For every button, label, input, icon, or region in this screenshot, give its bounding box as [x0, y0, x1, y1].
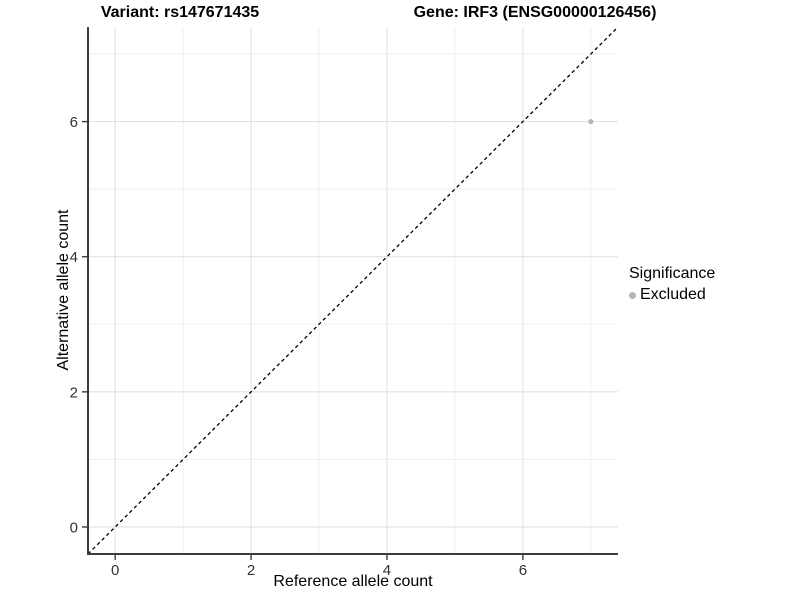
x-tick-label: 0 — [111, 562, 119, 579]
legend-entry-excluded: Excluded — [629, 286, 715, 304]
plot-title-variant: Variant: rs147671435 — [100, 4, 260, 21]
y-tick-label: 2 — [70, 384, 78, 401]
y-tick-label: 6 — [70, 114, 78, 131]
x-axis-title: Reference allele count — [273, 573, 433, 590]
identity-dashed-line — [87, 26, 619, 555]
legend-title: Significance — [629, 265, 716, 282]
legend: Significance Excluded — [629, 265, 715, 304]
plot-title-gene: Gene: IRF3 (ENSG00000126456) — [413, 4, 657, 21]
y-tick-label: 0 — [70, 519, 78, 536]
data-point — [588, 118, 594, 125]
x-tick-label: 6 — [519, 562, 527, 579]
y-tick-label: 4 — [70, 249, 78, 266]
y-axis-title: Alternative allele count — [55, 209, 72, 371]
legend-entry-label: Excluded — [640, 286, 706, 303]
x-tick-label: 2 — [247, 562, 255, 579]
legend-point-icon — [629, 291, 636, 299]
x-tick-label: 4 — [383, 562, 391, 579]
